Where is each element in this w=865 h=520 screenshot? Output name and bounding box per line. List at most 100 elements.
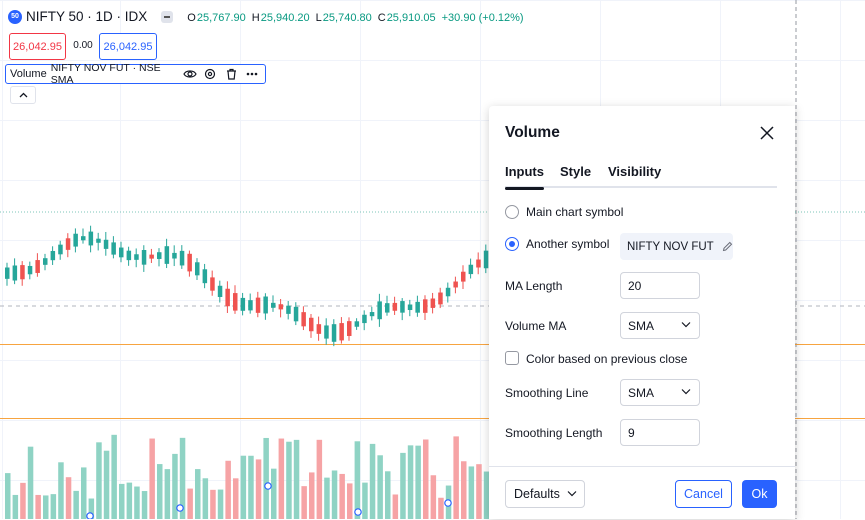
chevron-down-icon bbox=[681, 322, 691, 328]
volume-bar bbox=[309, 472, 315, 519]
chevron-down-icon bbox=[681, 389, 691, 395]
smoothing-line-select[interactable]: SMA bbox=[620, 379, 700, 406]
candle-body bbox=[301, 312, 306, 327]
tab-visibility[interactable]: Visibility bbox=[608, 164, 662, 179]
ohlc-value: 25,767.90 bbox=[196, 12, 246, 24]
ohlc-value: 25,910.05 bbox=[386, 12, 436, 24]
volume-bar bbox=[369, 443, 376, 519]
volume-bar bbox=[255, 459, 262, 519]
buy-button[interactable]: 26,042.95 bbox=[99, 33, 157, 60]
symbol-title[interactable]: NIFTY 50 · 1D · IDX bbox=[26, 9, 148, 24]
volume-bar bbox=[316, 439, 323, 519]
event-marker[interactable] bbox=[86, 512, 94, 519]
ma-length-input[interactable]: 20 bbox=[620, 272, 700, 299]
candle-body bbox=[483, 250, 489, 269]
candle-body bbox=[461, 271, 466, 282]
candle-body bbox=[141, 250, 147, 265]
dialog-tabs: Inputs Style Visibility bbox=[505, 162, 777, 190]
volume-bar bbox=[263, 437, 269, 519]
tab-style[interactable]: Style bbox=[560, 164, 592, 179]
candle-body bbox=[179, 250, 185, 266]
ohlc-item: C25,910.05 bbox=[378, 12, 436, 24]
ma-length-value: 20 bbox=[628, 278, 642, 293]
candle-body bbox=[12, 265, 18, 281]
collapse-legend-button[interactable] bbox=[10, 86, 36, 104]
more-icon[interactable] bbox=[244, 66, 259, 82]
candle-body bbox=[309, 317, 314, 332]
candle-body bbox=[20, 265, 25, 280]
candle-body bbox=[324, 325, 329, 339]
volume-bar bbox=[195, 469, 201, 519]
ohlc-item: L25,740.80 bbox=[316, 12, 372, 24]
volume-bar bbox=[476, 464, 482, 519]
indicator-source: NIFTY NOV FUT · NSE SMA bbox=[50, 62, 161, 86]
sell-button[interactable]: 26,042.95 bbox=[9, 33, 66, 60]
candle-body bbox=[362, 314, 367, 324]
volume-bar bbox=[164, 469, 171, 519]
volume-bar bbox=[96, 442, 102, 519]
volume-bar bbox=[217, 489, 224, 519]
radio-another-symbol[interactable] bbox=[505, 237, 519, 251]
volume-ma-select[interactable]: SMA bbox=[620, 312, 700, 339]
candle-body bbox=[385, 303, 390, 313]
event-marker[interactable] bbox=[444, 499, 452, 507]
minimize-icon[interactable] bbox=[161, 10, 174, 23]
candle-body bbox=[58, 244, 63, 255]
candle-body bbox=[157, 252, 162, 259]
event-marker[interactable] bbox=[354, 508, 362, 516]
cancel-button[interactable]: Cancel bbox=[675, 480, 732, 508]
volume-bar bbox=[278, 438, 285, 519]
volume-bar bbox=[126, 482, 133, 519]
candle-body bbox=[73, 233, 78, 247]
candle-body bbox=[423, 299, 428, 313]
event-marker[interactable] bbox=[176, 504, 184, 512]
radio-main-chart-symbol[interactable] bbox=[505, 205, 519, 219]
dialog-title: Volume bbox=[505, 124, 560, 141]
candle-body bbox=[339, 323, 344, 341]
tab-inputs[interactable]: Inputs bbox=[505, 164, 544, 190]
volume-bar bbox=[331, 470, 338, 519]
spread-value: 0.00 bbox=[70, 33, 96, 58]
eye-icon[interactable] bbox=[183, 66, 198, 82]
settings-icon[interactable] bbox=[203, 66, 218, 82]
candle-body bbox=[377, 301, 382, 320]
volume-bar bbox=[27, 446, 34, 519]
volume-bar bbox=[111, 434, 117, 519]
main-chart-symbol-label: Main chart symbol bbox=[526, 205, 624, 219]
candle-body bbox=[400, 301, 405, 313]
volume-bar bbox=[172, 453, 178, 519]
volume-bar bbox=[385, 471, 391, 519]
ohlc-item: O25,767.90 bbox=[187, 12, 246, 24]
volume-bar bbox=[179, 437, 186, 519]
ohlc-value: 25,940.20 bbox=[260, 12, 310, 24]
volume-bars bbox=[5, 434, 490, 519]
volume-bar bbox=[347, 483, 353, 519]
defaults-dropdown[interactable]: Defaults bbox=[505, 480, 585, 508]
close-icon[interactable] bbox=[757, 123, 777, 143]
volume-bar bbox=[149, 438, 155, 519]
event-marker[interactable] bbox=[264, 482, 272, 490]
volume-bar bbox=[225, 460, 231, 519]
smoothing-length-label: Smoothing Length bbox=[505, 426, 603, 440]
trash-icon[interactable] bbox=[224, 66, 239, 82]
candle-body bbox=[407, 304, 413, 311]
candle-body bbox=[293, 306, 299, 322]
volume-bar bbox=[240, 455, 247, 519]
candle-body bbox=[468, 264, 474, 275]
ok-button[interactable]: Ok bbox=[742, 480, 777, 508]
smoothing-length-input[interactable]: 9 bbox=[620, 419, 700, 446]
ohlc-values: O25,767.90 H25,940.20 L25,740.80 C25,910.05… bbox=[187, 9, 529, 24]
indicator-legend[interactable]: Volume NIFTY NOV FUT · NSE SMA bbox=[5, 62, 266, 86]
dialog-footer: Defaults Cancel Ok bbox=[489, 466, 795, 520]
candle-body bbox=[392, 302, 398, 311]
ohlc-key: C bbox=[377, 12, 386, 24]
color-prev-close-checkbox[interactable] bbox=[505, 351, 519, 365]
volume-bar bbox=[81, 467, 87, 519]
candle-body bbox=[278, 304, 284, 310]
volume-bar bbox=[468, 466, 475, 519]
volume-bar bbox=[392, 494, 399, 519]
symbol-selector[interactable]: NIFTY NOV FUT bbox=[620, 233, 733, 260]
volume-ma-label: Volume MA bbox=[505, 319, 567, 333]
candle-body bbox=[438, 292, 443, 305]
